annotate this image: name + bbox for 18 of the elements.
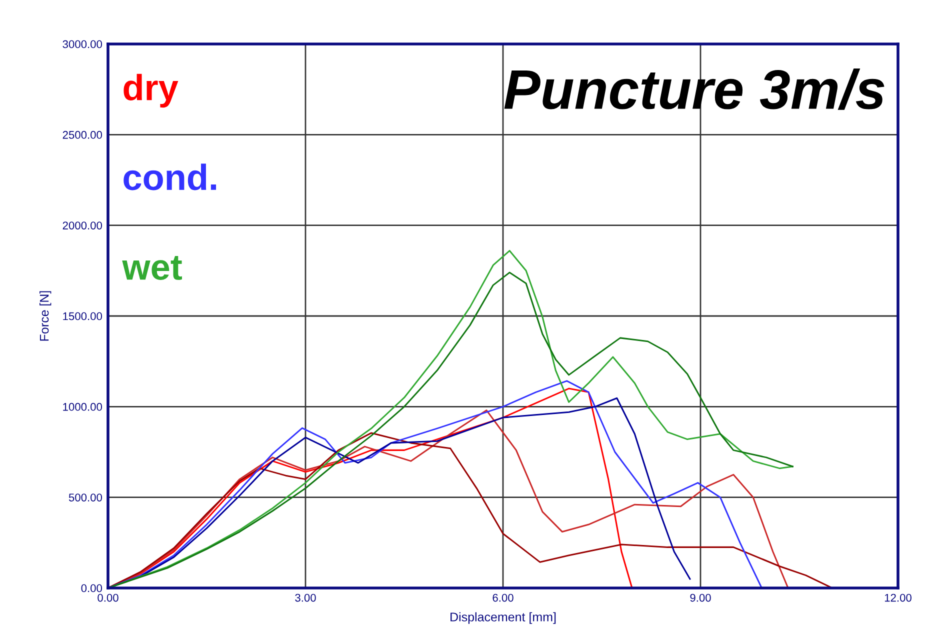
text: wet (122, 256, 182, 280)
text: dry (124, 74, 178, 108)
x-tick-label: 12.00 (884, 594, 912, 602)
x-tick-label: 9.00 (690, 594, 711, 602)
y-tick-label: 2500.00 (62, 130, 102, 139)
y-tick-label: 2000.00 (62, 222, 102, 230)
y-tick-label: 500.00 (68, 494, 102, 502)
x-tick-label: 6.00 (492, 594, 514, 602)
y-tick-label: 3000.00 (62, 40, 102, 48)
line-series (108, 432, 833, 588)
y-tick-label: 1000.00 (63, 402, 102, 411)
x-axis-title: Displacement [mm] (450, 612, 556, 624)
x-tick-label: 3.00 (295, 594, 316, 602)
y-tick-label: 0.00 (81, 584, 102, 592)
x-tick-label: 0.00 (98, 594, 118, 602)
text: cond. (124, 164, 216, 190)
y-tick-label: 1500.00 (63, 312, 102, 320)
y-axis-title: Force [N] (40, 291, 52, 341)
